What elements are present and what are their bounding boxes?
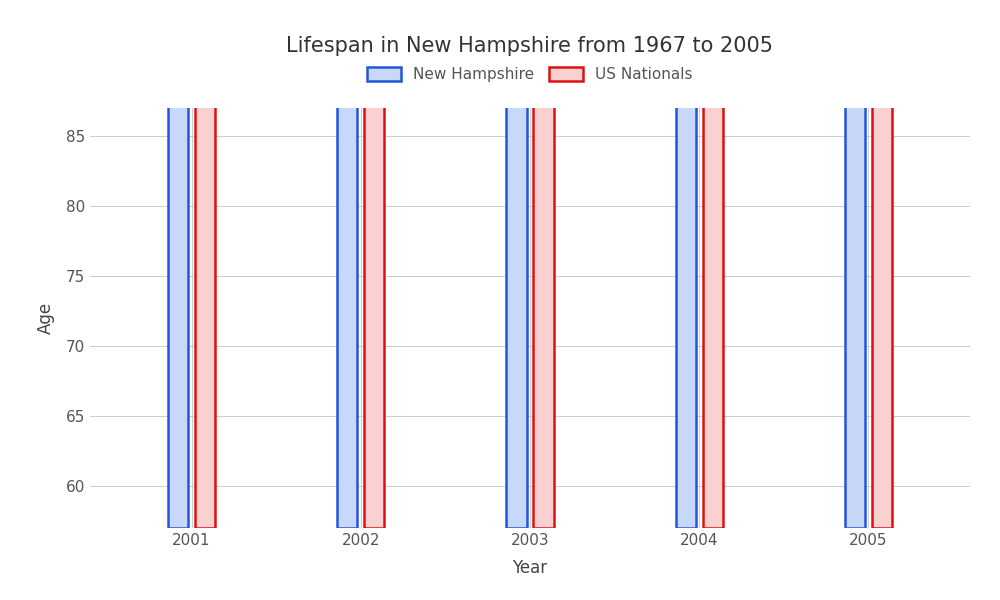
Bar [195,0,215,528]
Title: Lifespan in New Hampshire from 1967 to 2005: Lifespan in New Hampshire from 1967 to 2… [287,37,774,56]
Bar [506,0,527,528]
X-axis label: Year: Year [512,559,548,577]
Bar [364,0,384,528]
Bar [845,0,865,528]
Bar [703,0,723,528]
Bar [872,0,892,528]
Y-axis label: Age: Age [37,302,55,334]
Bar [168,0,188,528]
Bar [533,0,554,528]
Bar [676,0,696,528]
Legend: New Hampshire, US Nationals: New Hampshire, US Nationals [361,61,699,88]
Bar [337,0,357,528]
